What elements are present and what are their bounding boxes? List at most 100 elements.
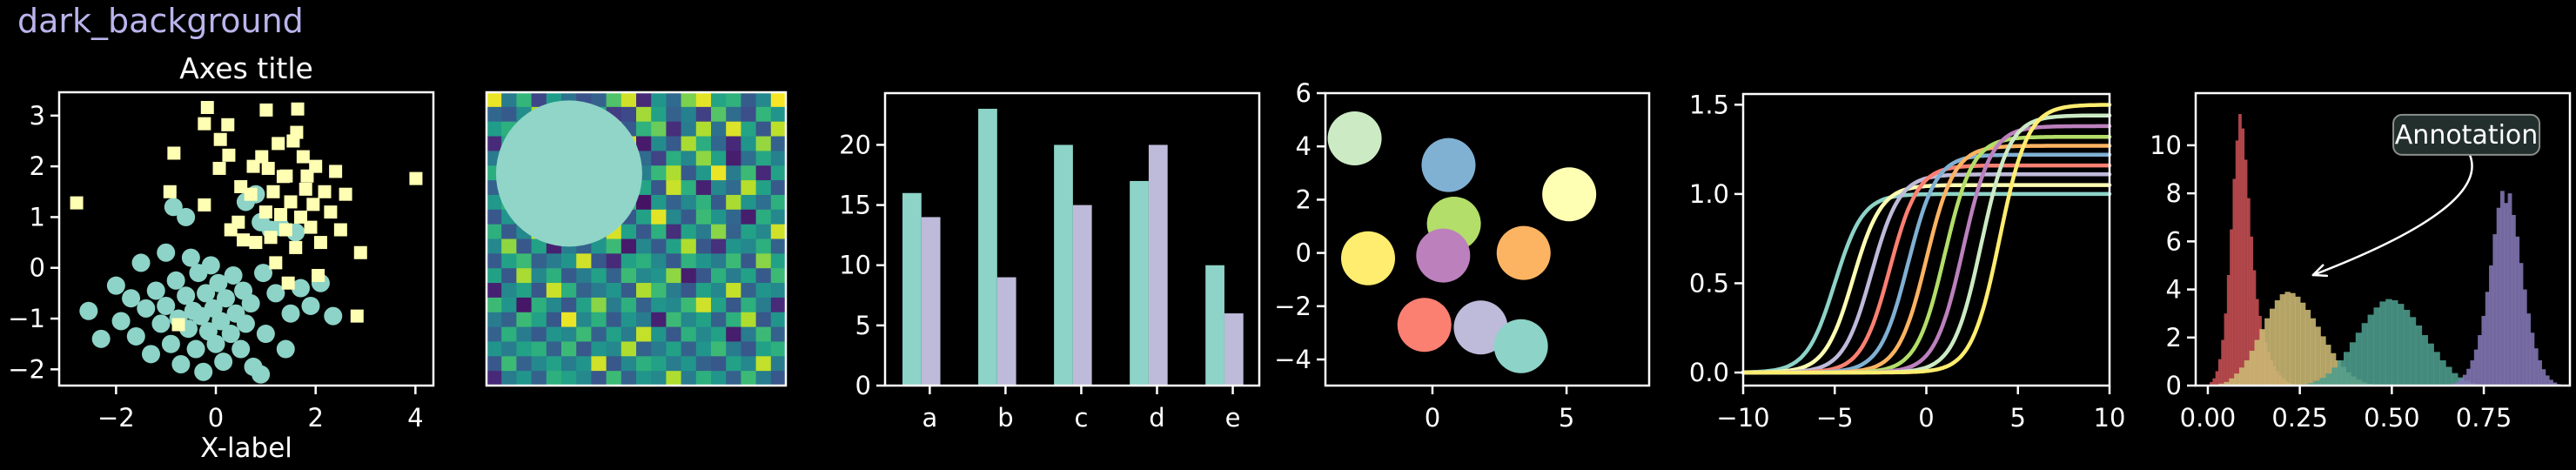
hist-bar xyxy=(2415,325,2423,386)
heatmap-cell xyxy=(681,151,697,166)
scatter-point-circle xyxy=(256,325,275,344)
heatmap-cell xyxy=(666,194,682,211)
heatmap-cell xyxy=(695,224,712,240)
heatmap-cell xyxy=(726,209,741,225)
heatmap-cell xyxy=(651,297,667,313)
heatmap-cell xyxy=(681,180,697,196)
hist-bar xyxy=(2462,374,2467,386)
y-tick-label: 0 xyxy=(30,253,45,283)
scatter-point-circle xyxy=(91,329,111,348)
heatmap-cell xyxy=(741,92,757,108)
heatmap-cell xyxy=(591,371,607,386)
heatmap-cell xyxy=(546,268,562,284)
heatmap-cell xyxy=(711,121,727,138)
x-tick-label: 0.75 xyxy=(2456,403,2512,433)
scatter-point-square xyxy=(213,132,227,146)
heatmap-cell xyxy=(516,238,533,254)
scatter-point-square xyxy=(237,233,251,247)
heatmap-cell xyxy=(770,238,787,254)
y-tick-label: 4 xyxy=(2166,275,2182,305)
hist-bar xyxy=(2373,307,2380,386)
heatmap-cell xyxy=(741,341,757,357)
heatmap-cell xyxy=(531,283,547,299)
scatter-point-circle xyxy=(266,284,285,303)
hist-bar xyxy=(2515,236,2520,386)
heatmap-cell xyxy=(741,283,757,299)
subplot-heatmap xyxy=(485,91,788,387)
y-tick-label: 1.5 xyxy=(1689,90,1729,119)
heatmap-cell xyxy=(755,312,772,328)
heatmap-cell xyxy=(666,238,682,254)
heatmap-cell xyxy=(695,371,712,386)
heatmap-cell xyxy=(770,341,787,357)
y-tick-label: 4 xyxy=(1296,131,1311,161)
scatter-point-circle xyxy=(161,334,180,353)
heatmap-cell xyxy=(681,312,697,328)
y-tick-label: 6 xyxy=(2166,226,2182,256)
scatter-point-square xyxy=(278,223,292,237)
heatmap-cell xyxy=(501,341,517,357)
overlay-circle xyxy=(495,100,642,247)
y-tick-label: −4 xyxy=(1274,345,1311,374)
heatmap-cell xyxy=(726,371,741,386)
hist-bar xyxy=(2250,236,2254,386)
hist-bar xyxy=(2290,292,2296,386)
x-axis-label: X-label xyxy=(200,433,292,464)
heatmap-cell xyxy=(636,297,652,313)
heatmap-cell xyxy=(486,312,502,328)
heatmap-cell xyxy=(516,268,533,284)
scatter-point-square xyxy=(281,276,295,290)
heatmap-cell xyxy=(770,180,787,196)
heatmap-cell xyxy=(741,194,757,211)
scatter-point-square xyxy=(259,103,273,117)
heatmap-cell xyxy=(695,180,712,196)
heatmap-cell xyxy=(695,268,712,284)
scatter-point-circle xyxy=(131,253,151,272)
heatmap-cell xyxy=(651,92,667,108)
heatmap-cell xyxy=(755,136,772,151)
heatmap-cell xyxy=(576,283,592,299)
heatmap-cell xyxy=(606,326,622,343)
scatter-point-circle xyxy=(201,256,220,275)
heatmap-cell xyxy=(486,224,502,240)
heatmap-cell xyxy=(501,238,517,254)
scatter-point-circle xyxy=(181,248,200,267)
heatmap-cell xyxy=(681,224,697,240)
bar-series-2 xyxy=(1072,205,1092,386)
heatmap-cell xyxy=(741,238,757,254)
heatmap-cell xyxy=(651,151,667,166)
scatter-point-square xyxy=(221,118,235,131)
scatter-point-square xyxy=(249,236,263,250)
scatter-point-square xyxy=(293,210,307,224)
heatmap-cell xyxy=(561,371,577,386)
heatmap-cell xyxy=(681,341,697,357)
heatmap-cell xyxy=(726,136,741,151)
heatmap-cell xyxy=(755,326,772,343)
hist-bar xyxy=(2421,335,2428,386)
y-tick-label: 10 xyxy=(2150,131,2182,160)
heatmap-cell xyxy=(501,253,517,269)
heatmap-cell xyxy=(636,136,652,151)
scatter-point-circle xyxy=(157,243,176,262)
heatmap-cell xyxy=(591,283,607,299)
heatmap-cell xyxy=(516,312,533,328)
hist-bar xyxy=(2229,378,2235,386)
heatmap-cell xyxy=(501,92,517,108)
heatmap-cell xyxy=(755,268,772,284)
scatter-point-circle xyxy=(291,279,310,298)
heatmap-cell xyxy=(681,283,697,299)
heatmap-cell xyxy=(681,194,697,211)
heatmap-cell xyxy=(546,297,562,313)
heatmap-cell xyxy=(711,312,727,328)
scatter-point-circle xyxy=(276,339,295,359)
heatmap-cell xyxy=(651,312,667,328)
hist-bar xyxy=(2452,373,2459,386)
hist-bar xyxy=(2403,310,2411,386)
x-tick-label: −10 xyxy=(1716,403,1769,433)
heatmap-cell xyxy=(606,356,622,372)
heatmap-cell xyxy=(755,92,772,108)
hist-bar xyxy=(2533,348,2539,386)
heatmap-cell xyxy=(695,326,712,343)
